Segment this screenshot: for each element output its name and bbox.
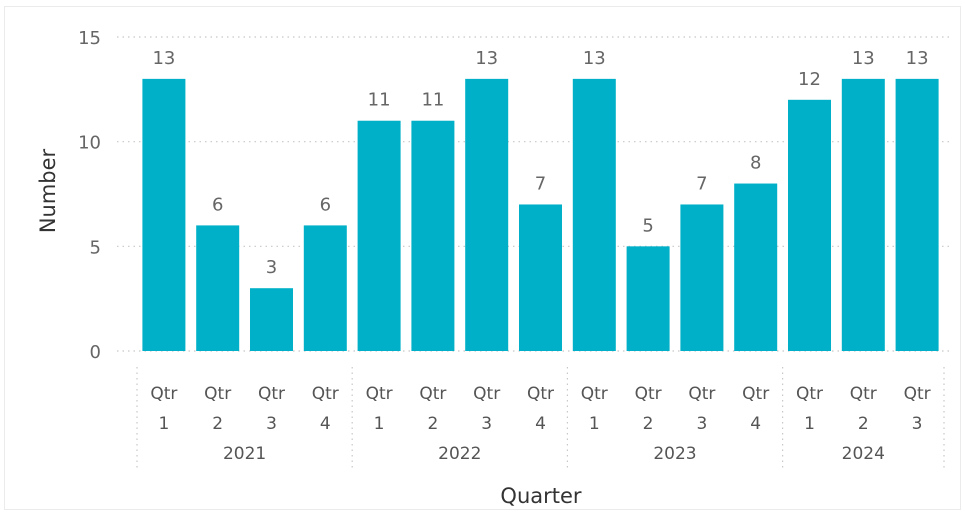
x-tick-label: 3 xyxy=(696,414,707,434)
x-tick-label: 2 xyxy=(427,414,438,434)
bar xyxy=(734,183,778,351)
x-tick-label: Qtr xyxy=(581,384,608,404)
x-tick-label: Qtr xyxy=(635,384,662,404)
x-tick-label: 4 xyxy=(535,414,546,434)
x-tick-label: Qtr xyxy=(688,384,715,404)
x-tick-label: 3 xyxy=(912,414,923,434)
chart-frame: 0 5 10 15 13 6 3 6 11 11 13 7 13 5 7 8 12 13 13 Qtr 1 Qtr 2 Q… xyxy=(4,6,961,510)
x-tick-label: 1 xyxy=(589,414,600,434)
data-label: 13 xyxy=(906,48,929,69)
data-label: 13 xyxy=(583,48,606,69)
x-tick-label: 4 xyxy=(750,414,761,434)
data-label: 7 xyxy=(535,173,546,194)
y-axis-ticks: 0 5 10 15 xyxy=(78,28,101,363)
bar xyxy=(250,288,293,351)
bar xyxy=(142,78,186,351)
x-tick-label: 1 xyxy=(158,414,169,434)
data-label: 6 xyxy=(212,194,223,215)
data-label: 11 xyxy=(421,90,444,111)
data-label: 13 xyxy=(852,48,875,69)
bar xyxy=(841,78,885,351)
x-tick-label: Qtr xyxy=(204,384,231,404)
x-axis: Qtr 1 Qtr 2 Qtr 3 Qtr 4 Qtr 1 Qtr 2 Qtr 3 Qtr 4 Qtr 1 Qtr 2… xyxy=(136,367,945,469)
bar xyxy=(895,78,939,351)
y-tick-label: 10 xyxy=(78,133,101,154)
data-label: 3 xyxy=(266,257,277,278)
x-group-label: 2022 xyxy=(438,444,481,464)
bar xyxy=(519,204,562,351)
x-tick-label: 1 xyxy=(804,414,815,434)
data-label: 8 xyxy=(750,153,761,174)
y-axis-title: Number xyxy=(36,148,60,233)
x-axis-title: Quarter xyxy=(500,484,581,508)
x-tick-label: 3 xyxy=(481,414,492,434)
data-label: 5 xyxy=(642,215,653,236)
x-tick-label: 2 xyxy=(212,414,223,434)
data-label: 12 xyxy=(798,69,821,90)
x-tick-label: 2 xyxy=(643,414,654,434)
y-tick-label: 5 xyxy=(90,237,101,258)
data-labels: 13 6 3 6 11 11 13 7 13 5 7 8 12 13 13 xyxy=(152,48,928,278)
x-tick-label: Qtr xyxy=(312,384,339,404)
data-label: 11 xyxy=(368,90,391,111)
data-label: 7 xyxy=(696,173,707,194)
x-tick-label: Qtr xyxy=(796,384,823,404)
data-label: 13 xyxy=(152,48,175,69)
x-group-label: 2024 xyxy=(842,444,885,464)
bar xyxy=(196,225,240,351)
x-tick-label: Qtr xyxy=(366,384,393,404)
x-tick-label: Qtr xyxy=(150,384,177,404)
bar xyxy=(465,78,509,351)
bar xyxy=(680,204,724,351)
bar xyxy=(626,246,670,351)
x-tick-label: Qtr xyxy=(258,384,285,404)
x-tick-label: Qtr xyxy=(850,384,877,404)
bar xyxy=(572,78,616,351)
x-tick-label: Qtr xyxy=(419,384,446,404)
x-tick-label: 1 xyxy=(374,414,385,434)
data-label: 13 xyxy=(475,48,498,69)
x-tick-label: 3 xyxy=(266,414,277,434)
x-tick-label: Qtr xyxy=(742,384,769,404)
x-tick-label: 2 xyxy=(858,414,869,434)
bar xyxy=(303,225,347,351)
x-tick-label: Qtr xyxy=(904,384,931,404)
bar xyxy=(411,120,455,351)
x-tick-label: Qtr xyxy=(527,384,554,404)
x-tick-label: Qtr xyxy=(473,384,500,404)
x-group-label: 2021 xyxy=(223,444,266,464)
bar xyxy=(357,120,401,351)
data-label: 6 xyxy=(320,194,331,215)
bar xyxy=(788,99,831,351)
y-tick-label: 15 xyxy=(78,28,101,49)
x-tick-label: 4 xyxy=(320,414,331,434)
bars xyxy=(142,78,939,351)
y-tick-label: 0 xyxy=(90,342,101,363)
x-group-label: 2023 xyxy=(653,444,696,464)
